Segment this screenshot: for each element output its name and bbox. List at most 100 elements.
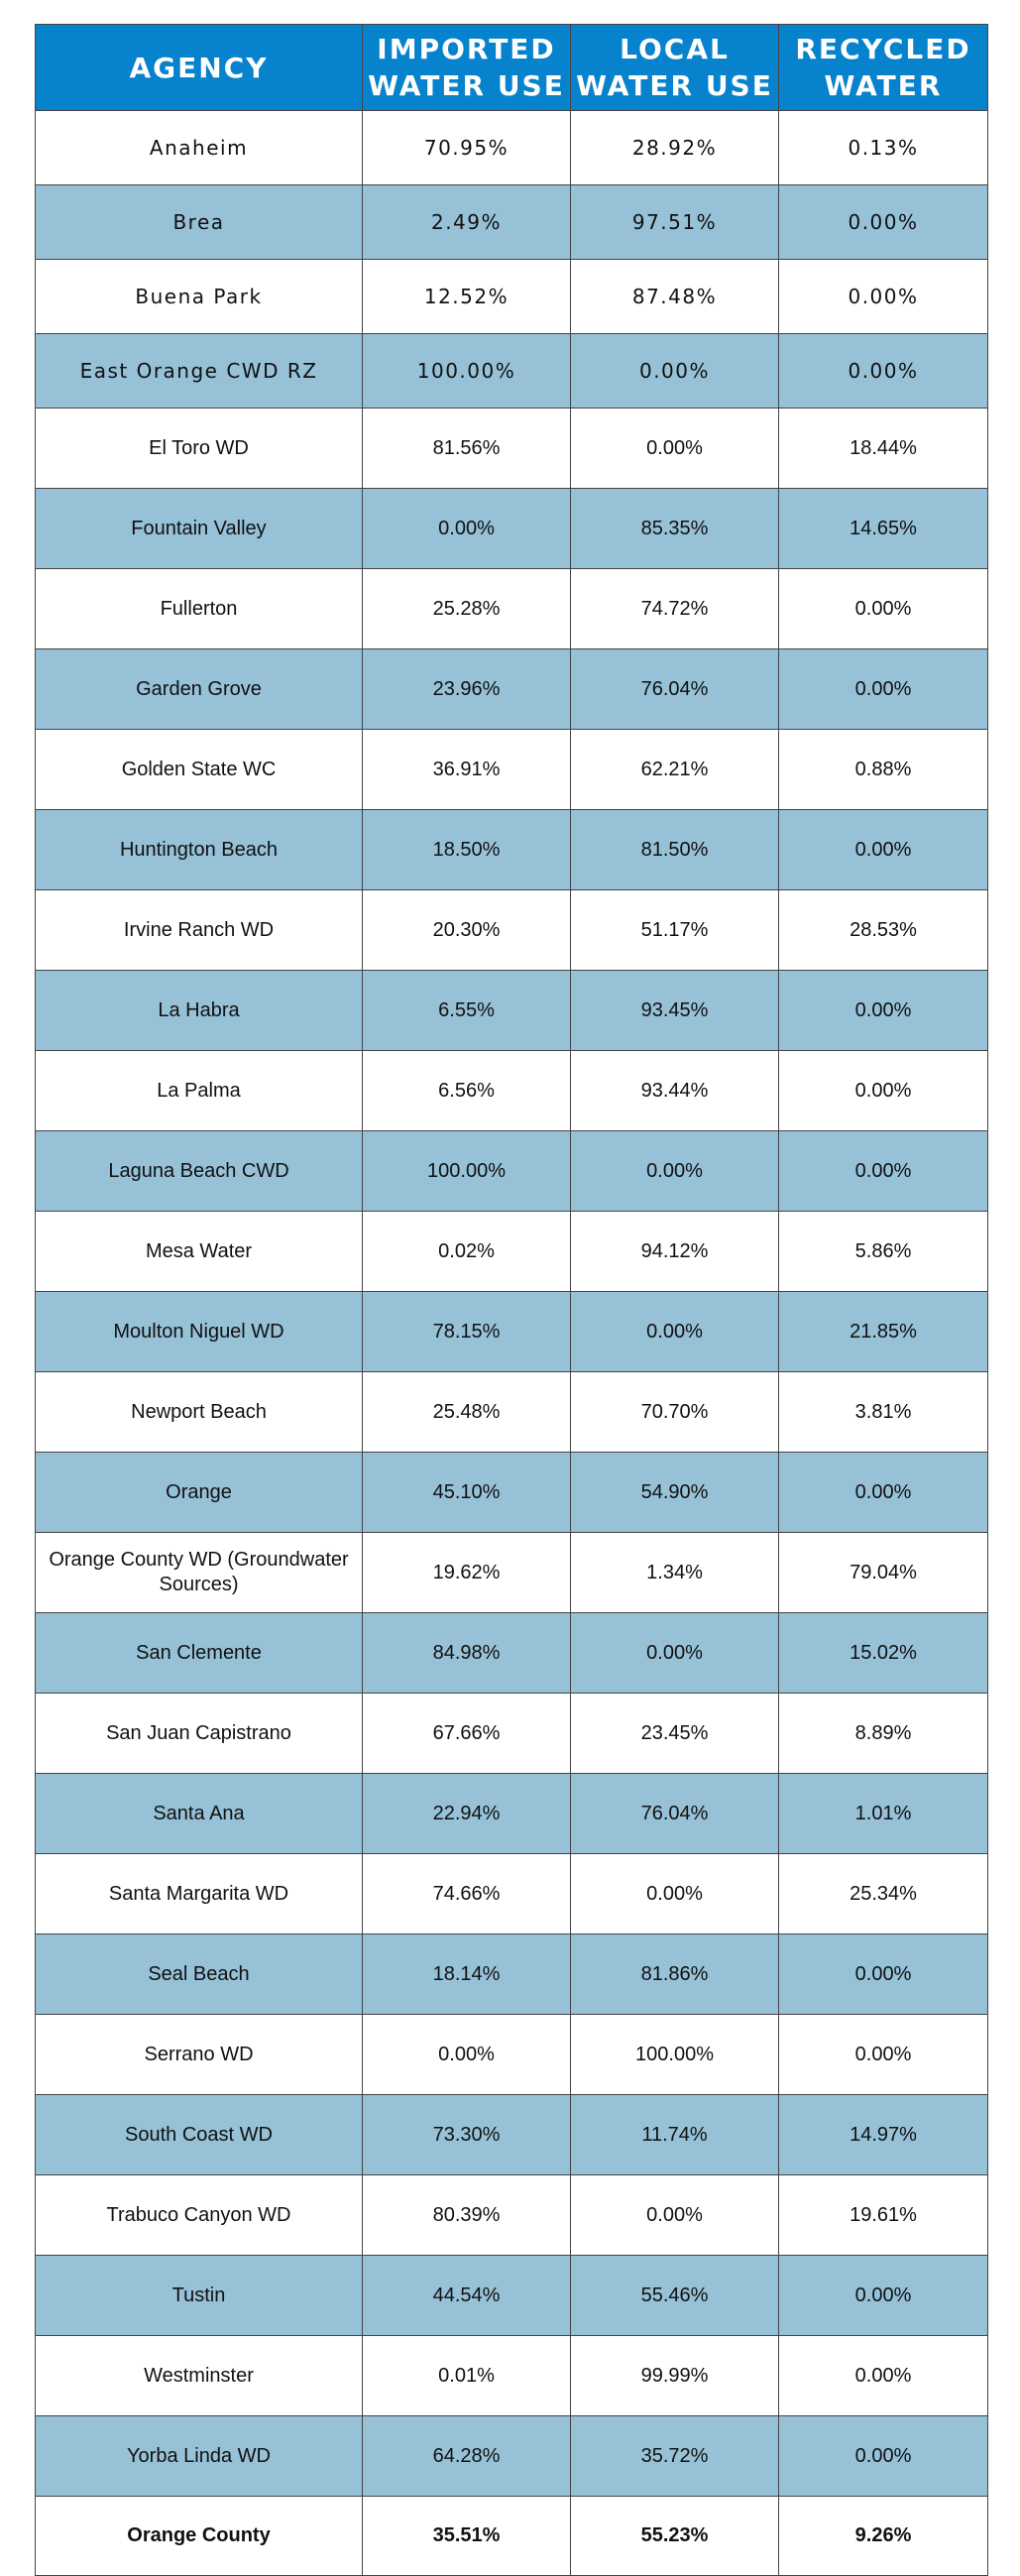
imported-water-cell: 2.49% bbox=[362, 184, 571, 260]
local-water-cell: 23.45% bbox=[570, 1693, 779, 1774]
recycled-water-cell: 0.00% bbox=[778, 2335, 988, 2416]
table-row: Anaheim 70.95% 28.92% 0.13% bbox=[35, 110, 988, 185]
recycled-water-cell: 3.81% bbox=[778, 1371, 988, 1453]
local-water-cell: 70.70% bbox=[570, 1371, 779, 1453]
agency-cell: El Toro WD bbox=[35, 408, 363, 489]
table-row: Mesa Water 0.02% 94.12% 5.86% bbox=[35, 1211, 988, 1292]
local-water-cell: 11.74% bbox=[570, 2094, 779, 2175]
local-water-cell: 0.00% bbox=[570, 1130, 779, 1212]
imported-water-cell: 23.96% bbox=[362, 648, 571, 730]
imported-water-cell: 0.02% bbox=[362, 1211, 571, 1292]
agency-cell: Buena Park bbox=[35, 259, 363, 334]
total-row: Orange County 35.51% 55.23% 9.26% bbox=[35, 2496, 988, 2576]
table-row: East Orange CWD RZ 100.00% 0.00% 0.00% bbox=[35, 333, 988, 409]
table-row: San Clemente 84.98% 0.00% 15.02% bbox=[35, 1612, 988, 1694]
table-row: Seal Beach 18.14% 81.86% 0.00% bbox=[35, 1933, 988, 2015]
agency-cell: Brea bbox=[35, 184, 363, 260]
imported-water-cell: 81.56% bbox=[362, 408, 571, 489]
agency-cell: Westminster bbox=[35, 2335, 363, 2416]
imported-water-cell: 0.01% bbox=[362, 2335, 571, 2416]
table-row: Brea 2.49% 97.51% 0.00% bbox=[35, 184, 988, 260]
recycled-water-cell: 0.00% bbox=[778, 809, 988, 890]
recycled-water-cell: 18.44% bbox=[778, 408, 988, 489]
local-water-cell: 62.21% bbox=[570, 729, 779, 810]
total-local-water-cell: 55.23% bbox=[570, 2496, 779, 2576]
agency-cell: Moulton Niguel WD bbox=[35, 1291, 363, 1372]
local-water-cell: 100.00% bbox=[570, 2014, 779, 2095]
water-use-table: AGENCY IMPORTED WATER USE LOCAL WATER US… bbox=[35, 24, 988, 2576]
local-water-cell: 0.00% bbox=[570, 408, 779, 489]
agency-cell: La Habra bbox=[35, 970, 363, 1051]
recycled-water-cell: 8.89% bbox=[778, 1693, 988, 1774]
recycled-water-cell: 28.53% bbox=[778, 889, 988, 971]
table-row: Newport Beach 25.48% 70.70% 3.81% bbox=[35, 1371, 988, 1453]
recycled-water-cell: 0.00% bbox=[778, 2415, 988, 2497]
imported-water-cell: 6.56% bbox=[362, 1050, 571, 1131]
imported-water-cell: 64.28% bbox=[362, 2415, 571, 2497]
agency-cell: San Clemente bbox=[35, 1612, 363, 1694]
imported-water-cell: 84.98% bbox=[362, 1612, 571, 1694]
local-water-cell: 54.90% bbox=[570, 1452, 779, 1533]
local-water-cell: 0.00% bbox=[570, 1612, 779, 1694]
table-row: Buena Park 12.52% 87.48% 0.00% bbox=[35, 259, 988, 334]
table-row: Fullerton 25.28% 74.72% 0.00% bbox=[35, 568, 988, 649]
imported-water-cell: 100.00% bbox=[362, 333, 571, 409]
header-local-water-use: LOCAL WATER USE bbox=[570, 24, 779, 111]
recycled-water-cell: 0.00% bbox=[778, 1130, 988, 1212]
local-water-cell: 99.99% bbox=[570, 2335, 779, 2416]
table-row: Tustin 44.54% 55.46% 0.00% bbox=[35, 2255, 988, 2336]
table-row: El Toro WD 81.56% 0.00% 18.44% bbox=[35, 408, 988, 489]
agency-cell: Orange bbox=[35, 1452, 363, 1533]
recycled-water-cell: 25.34% bbox=[778, 1853, 988, 1934]
recycled-water-cell: 5.86% bbox=[778, 1211, 988, 1292]
header-row: AGENCY IMPORTED WATER USE LOCAL WATER US… bbox=[35, 24, 988, 111]
imported-water-cell: 18.50% bbox=[362, 809, 571, 890]
total-agency-cell: Orange County bbox=[35, 2496, 363, 2576]
imported-water-cell: 67.66% bbox=[362, 1693, 571, 1774]
local-water-cell: 51.17% bbox=[570, 889, 779, 971]
header-imported-water-use: IMPORTED WATER USE bbox=[362, 24, 571, 111]
imported-water-cell: 25.28% bbox=[362, 568, 571, 649]
local-water-cell: 93.44% bbox=[570, 1050, 779, 1131]
agency-cell: Newport Beach bbox=[35, 1371, 363, 1453]
recycled-water-cell: 14.65% bbox=[778, 488, 988, 569]
local-water-cell: 55.46% bbox=[570, 2255, 779, 2336]
agency-cell: Laguna Beach CWD bbox=[35, 1130, 363, 1212]
agency-cell: South Coast WD bbox=[35, 2094, 363, 2175]
recycled-water-cell: 0.00% bbox=[778, 333, 988, 409]
table-row: Orange County WD (Groundwater Sources) 19… bbox=[35, 1532, 988, 1613]
agency-cell: La Palma bbox=[35, 1050, 363, 1131]
table-row: Yorba Linda WD 64.28% 35.72% 0.00% bbox=[35, 2415, 988, 2497]
recycled-water-cell: 79.04% bbox=[778, 1532, 988, 1613]
recycled-water-cell: 0.00% bbox=[778, 2255, 988, 2336]
header-recycled-water: RECYCLED WATER bbox=[778, 24, 988, 111]
local-water-cell: 74.72% bbox=[570, 568, 779, 649]
local-water-cell: 85.35% bbox=[570, 488, 779, 569]
table-row: Moulton Niguel WD 78.15% 0.00% 21.85% bbox=[35, 1291, 988, 1372]
local-water-cell: 76.04% bbox=[570, 648, 779, 730]
local-water-cell: 94.12% bbox=[570, 1211, 779, 1292]
total-recycled-water-cell: 9.26% bbox=[778, 2496, 988, 2576]
recycled-water-cell: 15.02% bbox=[778, 1612, 988, 1694]
recycled-water-cell: 14.97% bbox=[778, 2094, 988, 2175]
imported-water-cell: 45.10% bbox=[362, 1452, 571, 1533]
table-row: Serrano WD 0.00% 100.00% 0.00% bbox=[35, 2014, 988, 2095]
recycled-water-cell: 0.00% bbox=[778, 184, 988, 260]
local-water-cell: 0.00% bbox=[570, 333, 779, 409]
local-water-cell: 76.04% bbox=[570, 1773, 779, 1854]
agency-cell: Serrano WD bbox=[35, 2014, 363, 2095]
imported-water-cell: 80.39% bbox=[362, 2174, 571, 2256]
agency-cell: Anaheim bbox=[35, 110, 363, 185]
agency-cell: Fullerton bbox=[35, 568, 363, 649]
recycled-water-cell: 0.00% bbox=[778, 259, 988, 334]
table-row: South Coast WD 73.30% 11.74% 14.97% bbox=[35, 2094, 988, 2175]
table-row: Santa Margarita WD 74.66% 0.00% 25.34% bbox=[35, 1853, 988, 1934]
recycled-water-cell: 0.13% bbox=[778, 110, 988, 185]
agency-cell: Trabuco Canyon WD bbox=[35, 2174, 363, 2256]
header-agency: AGENCY bbox=[35, 24, 363, 111]
agency-cell: Yorba Linda WD bbox=[35, 2415, 363, 2497]
imported-water-cell: 36.91% bbox=[362, 729, 571, 810]
recycled-water-cell: 0.88% bbox=[778, 729, 988, 810]
table-row: Santa Ana 22.94% 76.04% 1.01% bbox=[35, 1773, 988, 1854]
table-row: La Habra 6.55% 93.45% 0.00% bbox=[35, 970, 988, 1051]
